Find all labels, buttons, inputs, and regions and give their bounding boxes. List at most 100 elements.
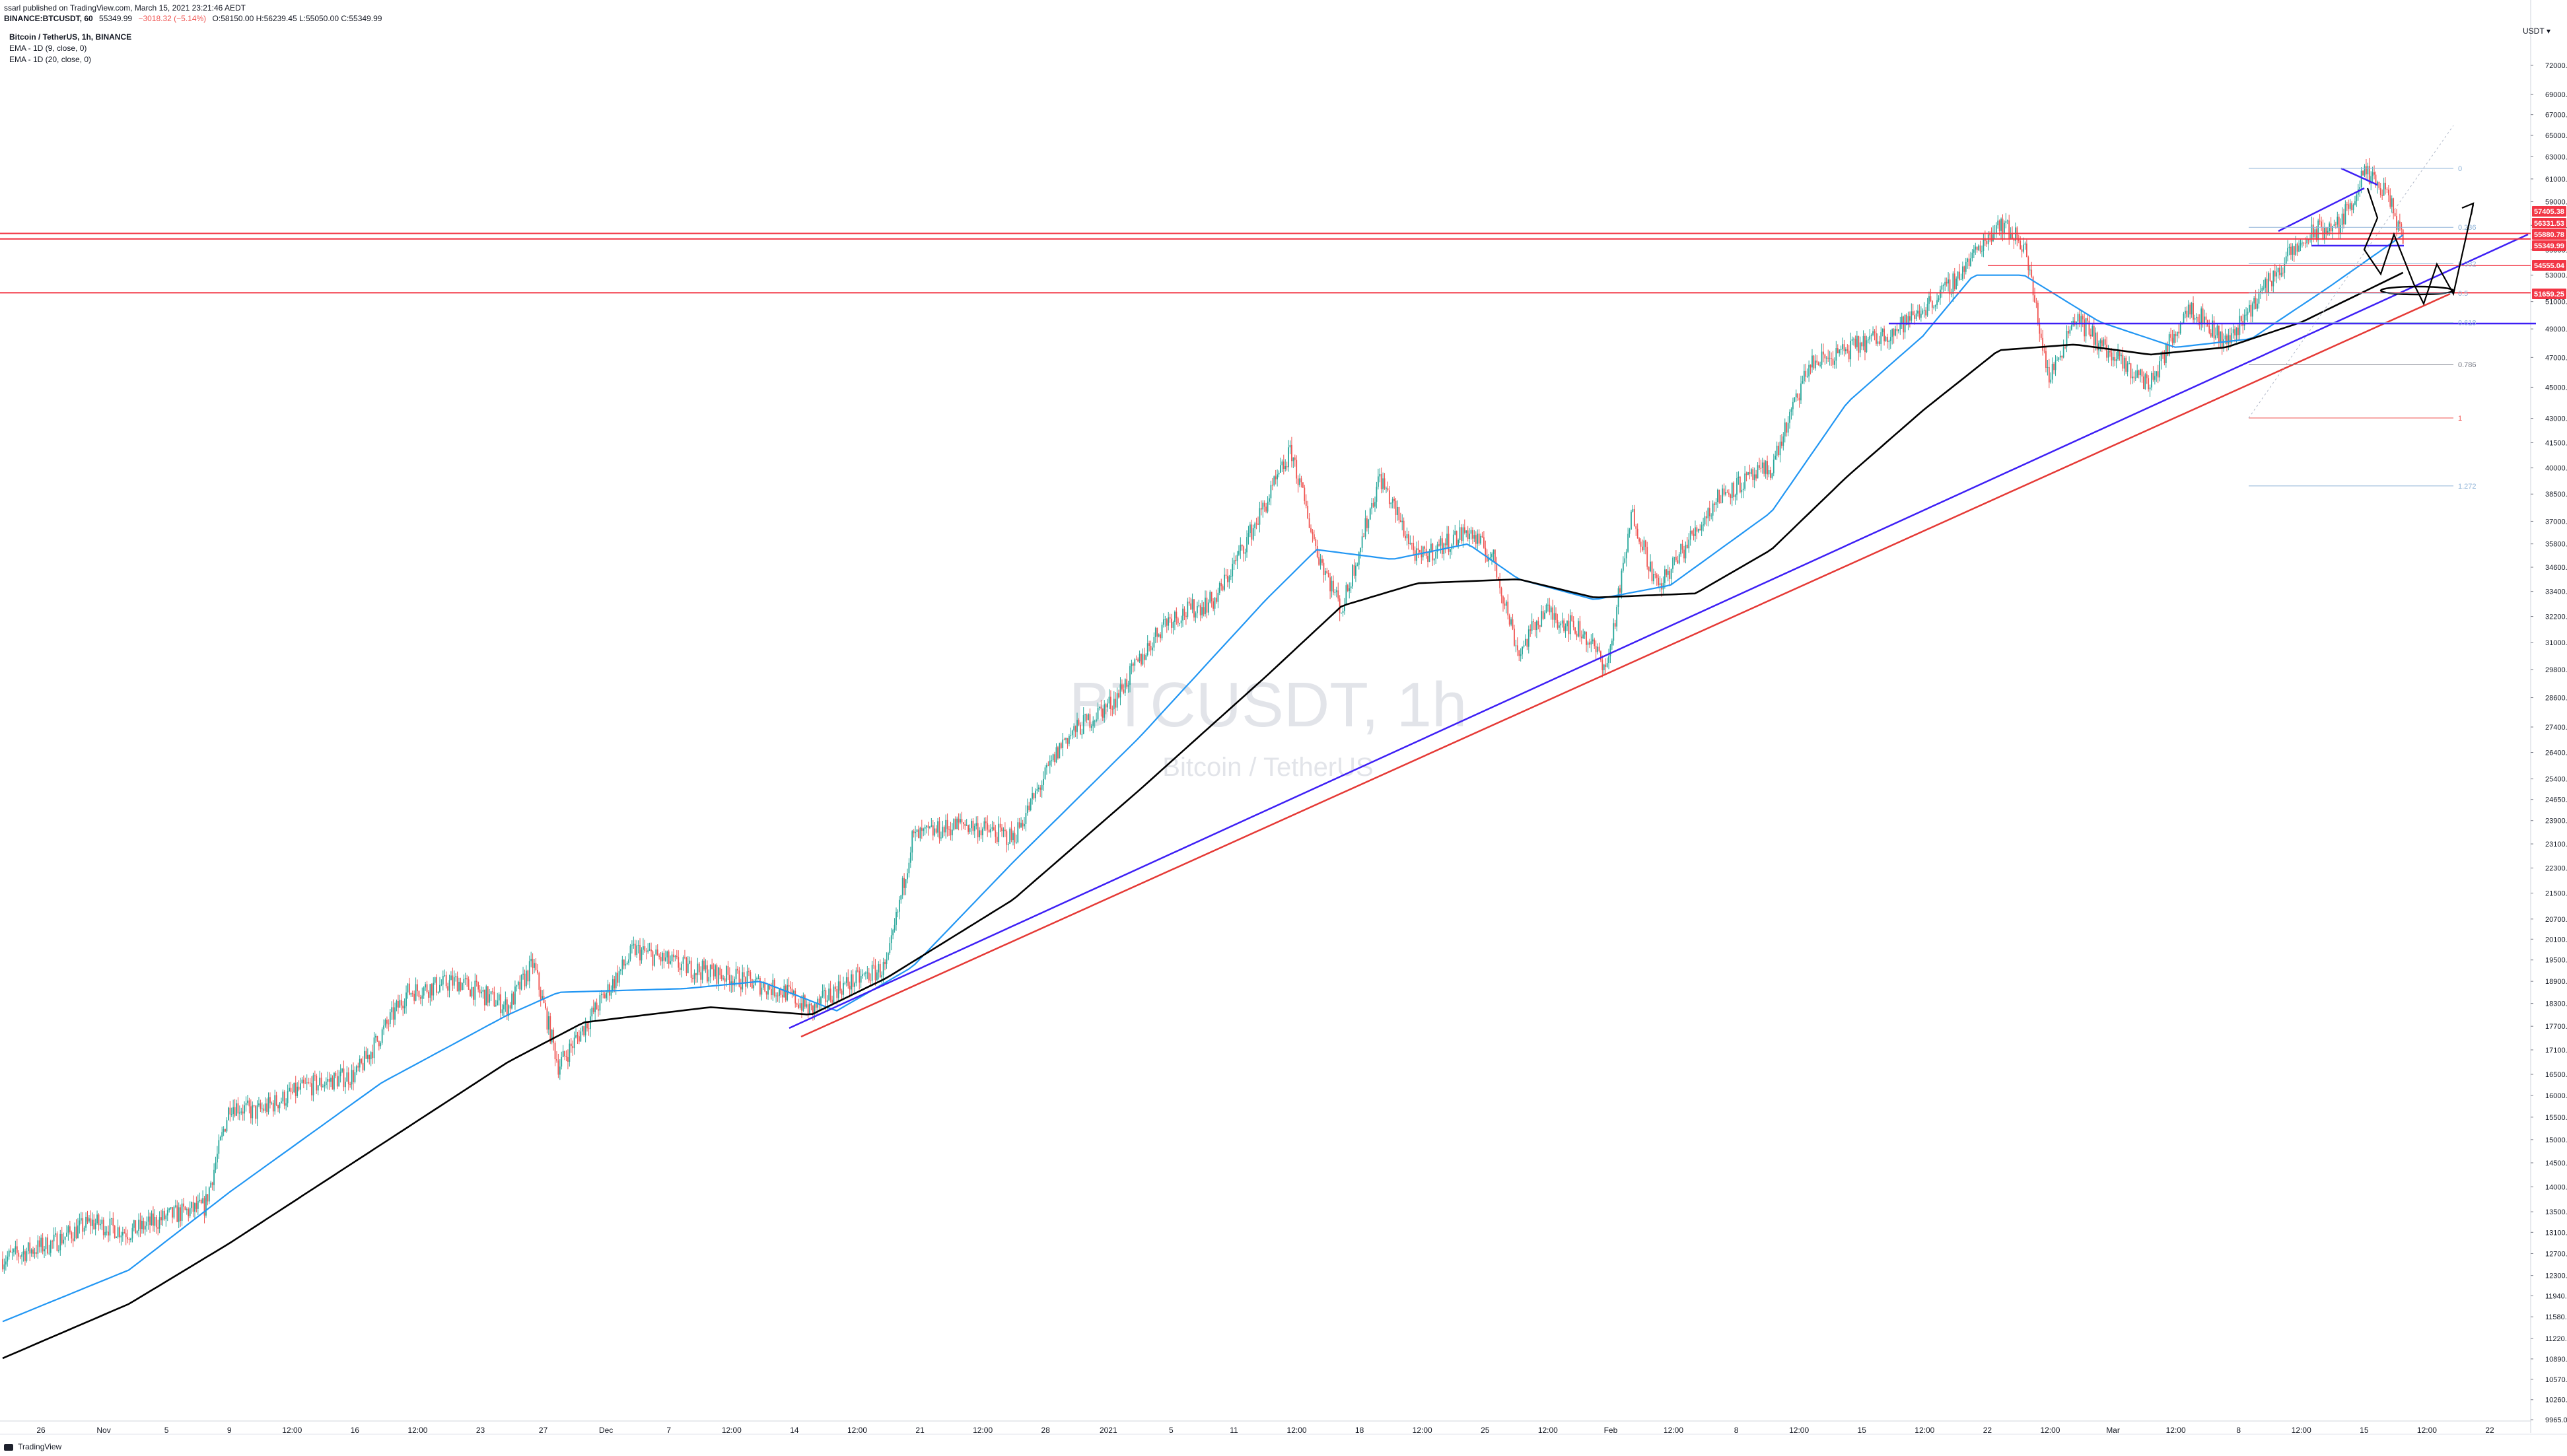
candle [748,967,750,977]
candle-body [1444,543,1446,545]
candle [871,961,873,987]
legend-ema20[interactable]: EMA - 1D (20, close, 0) [9,55,92,64]
candle-body [2144,374,2146,390]
candle [236,1099,237,1117]
candle [557,1053,559,1078]
candle [109,1211,111,1241]
candle-body [1888,341,1890,342]
tradingview-logo[interactable]: TradingView [4,1442,61,1451]
candle [325,1077,327,1089]
candle [1015,834,1017,845]
candle [1536,619,1537,639]
candle-body [173,1206,175,1218]
candle [2096,331,2098,355]
candle-body [322,1086,324,1088]
candle-body [1275,476,1277,479]
candle-body [1992,232,1994,242]
candle [1797,393,1799,401]
candle [1541,605,1543,627]
candle [1055,743,1057,763]
candle [375,1033,376,1043]
candle-body [1576,633,1578,637]
price-tick-label: 12700.00 [2545,1250,2567,1258]
candle-body [1353,565,1355,576]
candle [279,1102,281,1114]
candle [1116,687,1118,711]
candle-body [1843,344,1845,351]
candle [642,938,644,955]
candle-body [1675,557,1677,561]
price-tick-label: 32200.00 [2545,613,2567,621]
candle [1520,648,1522,662]
candle [1706,510,1707,526]
candle-body [402,1005,404,1009]
candle [194,1202,195,1220]
candle [884,959,886,971]
candle [218,1134,220,1159]
candle-body [1269,498,1270,502]
candle [708,969,710,987]
candle-body [2352,204,2354,211]
candle [653,954,655,967]
candle-body [1349,588,1351,592]
symbol-ticker: BINANCE:BTCUSDT, 60 [4,14,93,23]
candle [1134,658,1136,672]
candle-body [327,1078,329,1082]
candle-body [862,974,863,976]
candle [453,970,455,989]
candle-body [534,963,535,968]
candle-body [1401,520,1403,522]
candle [1790,407,1792,420]
candle-body [708,977,710,982]
candle-body [376,1035,378,1041]
candle-body [1131,663,1133,666]
candle [745,976,746,995]
candle [225,1128,226,1132]
candle [2319,214,2321,225]
candle-body [90,1218,92,1226]
candle-body [1020,823,1022,828]
candle-body [2122,355,2124,369]
candle [1243,545,1245,562]
candle-body [426,984,428,992]
candle-body [1877,341,1879,344]
candle-body [2176,331,2178,337]
candle-body [524,973,526,987]
candle-body [116,1237,118,1238]
candle [2151,371,2152,391]
candle [626,961,628,965]
candle-body [1896,328,1898,331]
currency-label[interactable]: USDT ▾ [2523,26,2550,36]
candle-body [2035,302,2037,304]
candle-body [591,1008,593,1017]
candle [898,896,900,920]
candle-body [991,827,993,829]
candle [1233,552,1235,571]
candle-body [901,878,903,895]
candle-body [1983,238,1985,251]
candle [1845,347,1846,355]
candle [1734,493,1736,505]
price-tick-label: 13500.00 [2545,1208,2567,1216]
candle [1960,273,1962,281]
candle-body [745,977,746,987]
legend-title[interactable]: Bitcoin / TetherUS, 1h, BINANCE [9,32,132,42]
candle-body [625,964,627,966]
candle [1968,254,1970,269]
candle-body [2048,366,2050,383]
candle [1595,640,1597,660]
candle [724,976,726,990]
candle [1656,572,1658,586]
candle-body [234,1107,236,1116]
candle-body [287,1091,289,1103]
candle-body [681,963,682,971]
candle-body [2079,314,2080,324]
candle-body [2218,326,2220,342]
candle [79,1213,81,1234]
candle-body [960,819,961,823]
candle [794,988,796,1008]
candle [274,1090,276,1115]
legend-ema9[interactable]: EMA - 1D (9, close, 0) [9,44,87,53]
candle [2330,217,2332,234]
